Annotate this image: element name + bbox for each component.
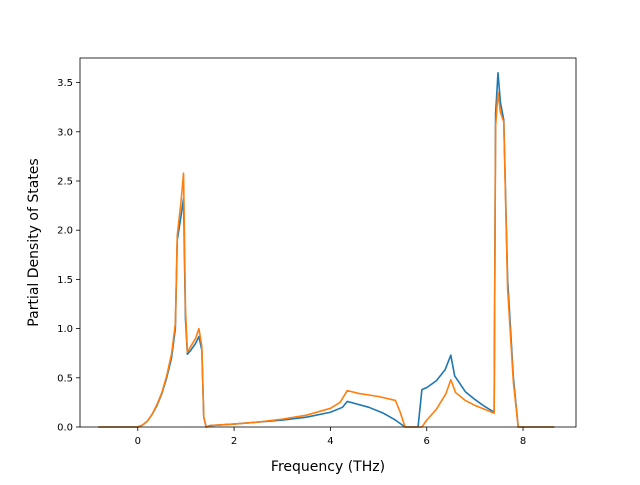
series-line-2 xyxy=(98,91,555,428)
y-tick-label: 1.0 xyxy=(57,324,73,335)
y-axis-label: Partial Density of States xyxy=(26,158,42,326)
series-layer xyxy=(98,71,555,428)
y-tick-label: 1.5 xyxy=(57,275,73,286)
y-axis-ticks: 0.0 0.5 1.0 1.5 2.0 2.5 3.0 3.5 xyxy=(57,78,80,434)
y-tick-label: 2.5 xyxy=(57,177,73,188)
y-tick-label: 3.5 xyxy=(57,78,73,89)
x-tick-label: 2 xyxy=(231,436,237,447)
x-axis-ticks: 0 2 4 6 8 xyxy=(135,427,526,447)
x-tick-label: 8 xyxy=(520,436,526,447)
y-tick-label: 0.5 xyxy=(57,373,73,384)
x-tick-label: 6 xyxy=(424,436,430,447)
x-axis-label: Frequency (THz) xyxy=(271,459,385,475)
x-tick-label: 0 xyxy=(135,436,141,447)
y-tick-label: 0.0 xyxy=(57,423,73,434)
y-tick-label: 3.0 xyxy=(57,127,73,138)
plot-area xyxy=(80,58,576,427)
plot-frame xyxy=(79,57,577,428)
y-tick-label: 2.0 xyxy=(57,226,73,237)
x-tick-label: 4 xyxy=(327,436,333,447)
